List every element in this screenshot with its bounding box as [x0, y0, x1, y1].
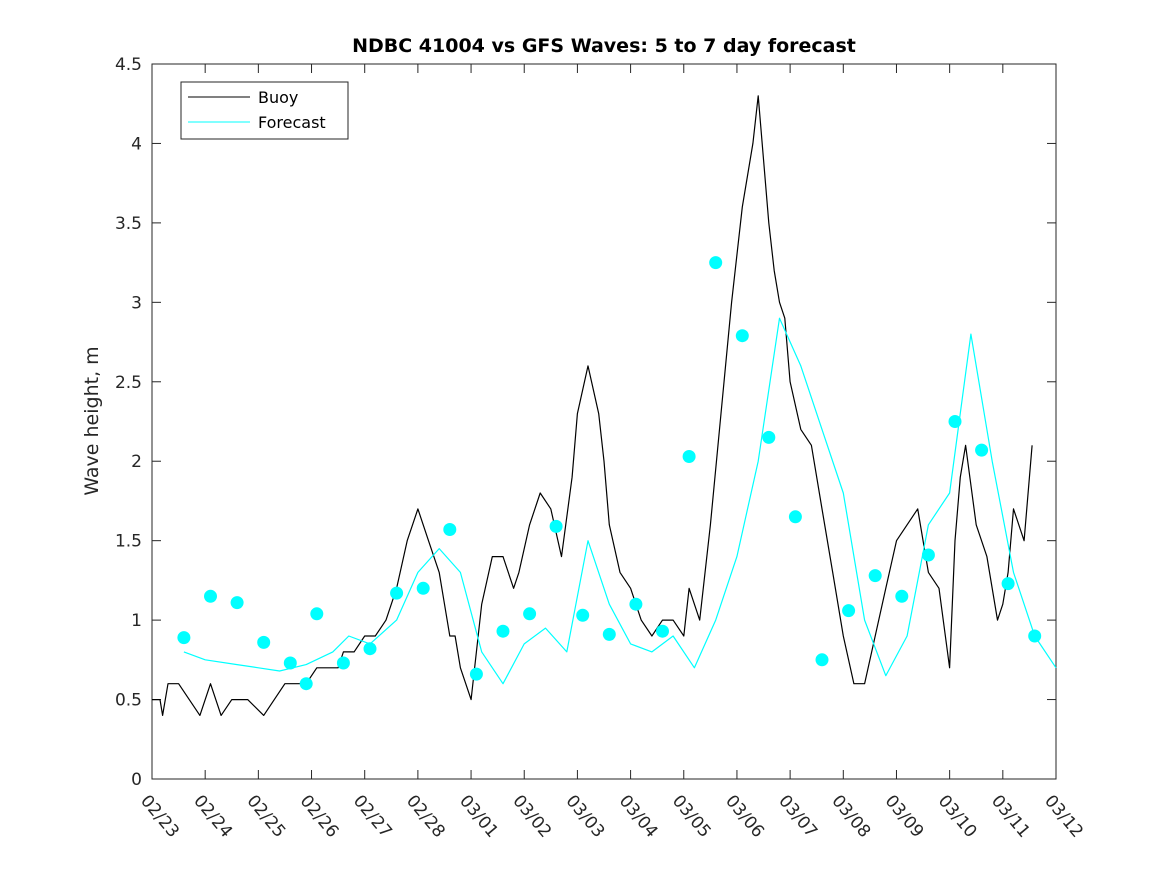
legend: Buoy Forecast [180, 81, 349, 140]
forecast-marker [230, 596, 244, 610]
y-axis-label: Wave height, m [81, 346, 103, 495]
forecast-marker [788, 510, 802, 524]
forecast-marker [523, 607, 537, 621]
forecast-marker [762, 430, 776, 444]
forecast-markers [177, 256, 1042, 691]
forecast-marker [177, 631, 191, 645]
legend-buoy-label: Buoy [258, 88, 298, 107]
forecast-marker [336, 656, 350, 670]
forecast-marker [842, 604, 856, 618]
y-tick-label: 0 [131, 770, 142, 790]
forecast-marker [735, 329, 749, 343]
y-tick-label: 2.5 [115, 373, 142, 393]
forecast-marker [496, 624, 510, 638]
forecast-marker [1001, 577, 1015, 591]
forecast-marker [310, 607, 324, 621]
forecast-marker [629, 597, 643, 611]
forecast-marker [1028, 629, 1042, 643]
y-tick-label: 3.5 [115, 214, 142, 234]
y-tick-label: 1.5 [115, 532, 142, 552]
forecast-marker [416, 581, 430, 595]
forecast-marker [656, 624, 669, 638]
forecast-marker [204, 589, 217, 603]
chart-title: NDBC 41004 vs GFS Waves: 5 to 7 day fore… [352, 35, 856, 57]
forecast-marker [975, 443, 989, 457]
forecast-marker [299, 677, 313, 691]
forecast-marker [868, 569, 882, 583]
forecast-marker [948, 415, 962, 428]
y-tick-label: 4.5 [115, 55, 142, 75]
forecast-marker [682, 450, 696, 463]
forecast-marker [283, 656, 297, 670]
forecast-marker [576, 608, 590, 622]
forecast-marker [469, 667, 483, 681]
series-layer [152, 95, 1057, 717]
forecast-marker [815, 653, 829, 667]
y-axis: 0 0.5 1 1.5 2 2.5 3 3.5 4 4.5 [115, 55, 1056, 790]
legend-box [180, 81, 349, 140]
forecast-marker [921, 548, 935, 562]
forecast-marker [709, 256, 723, 270]
y-tick-label: 1 [131, 611, 142, 631]
forecast-marker [257, 635, 271, 649]
y-tick-label: 3 [131, 293, 142, 313]
legend-forecast-label: Forecast [258, 113, 326, 132]
forecast-marker [602, 627, 616, 641]
series-line-buoy [152, 95, 1033, 717]
y-tick-label: 0.5 [115, 691, 142, 711]
forecast-marker [895, 589, 909, 603]
plot-area [151, 63, 1057, 780]
y-tick-label: 4 [131, 134, 142, 154]
forecast-marker [363, 642, 377, 656]
y-tick-label: 2 [131, 452, 142, 472]
forecast-marker [443, 523, 457, 536]
forecast-marker [549, 519, 563, 533]
forecast-marker [390, 586, 404, 600]
series-line-forecast [183, 317, 1057, 685]
